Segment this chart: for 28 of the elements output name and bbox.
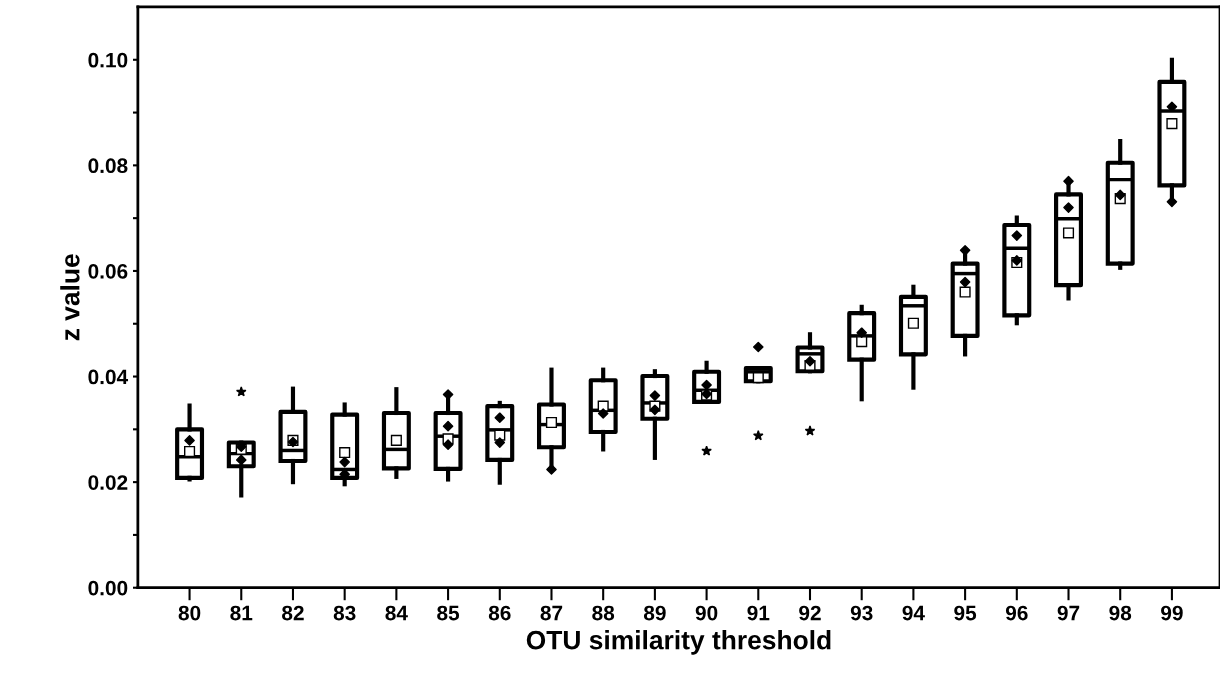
x-tick-label: 85 (437, 605, 460, 621)
x-tick-label: 92 (799, 605, 821, 621)
y-tick-label: 0.08 (88, 158, 128, 174)
y-tick-label: 0.00 (88, 580, 128, 596)
x-tick-label: 93 (850, 605, 873, 621)
x-tick-label: 99 (1161, 605, 1183, 621)
x-tick-label: 90 (695, 605, 718, 621)
y-tick-label: 0.06 (88, 263, 128, 279)
x-tick-label: 82 (282, 605, 304, 621)
x-tick-label: 94 (902, 605, 925, 621)
x-axis-title: OTU similarity threshold (526, 630, 831, 655)
x-tick-label: 98 (1109, 605, 1132, 621)
x-tick-label: 91 (747, 605, 770, 621)
x-tick-label: 80 (178, 605, 201, 621)
x-tick-label: 96 (1005, 605, 1028, 621)
y-axis-title: z value (60, 254, 80, 341)
x-tick-label: 87 (540, 605, 563, 621)
x-tick-label: 88 (592, 605, 615, 621)
y-tick-label: 0.02 (88, 475, 128, 490)
y-tick-label: 0.10 (88, 52, 128, 68)
x-tick-label: 86 (488, 605, 511, 621)
y-tick-label: 0.04 (88, 369, 129, 385)
x-tick-label: 81 (230, 605, 253, 621)
x-tick-label: 83 (333, 605, 356, 621)
x-tick-label: 89 (643, 605, 666, 621)
x-tick-label: 97 (1057, 605, 1080, 621)
x-tick-label: 84 (385, 605, 408, 621)
x-tick-label: 95 (954, 605, 977, 621)
